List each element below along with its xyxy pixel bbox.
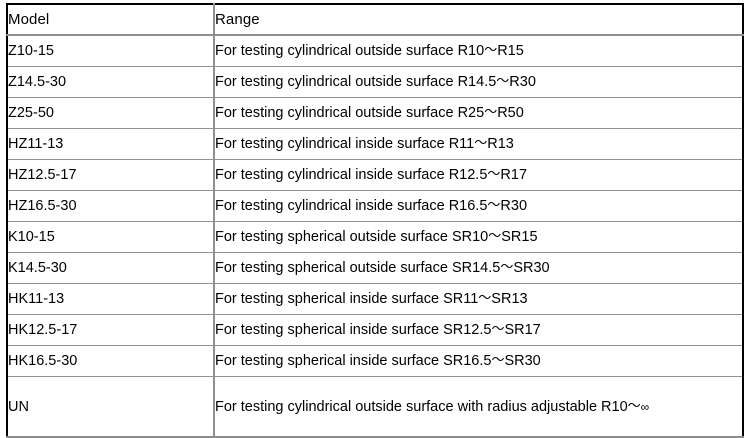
cell-range: For testing cylindrical outside surface … xyxy=(213,376,743,437)
column-header-range: Range xyxy=(213,4,743,36)
wave-dash-symbol: 〜 xyxy=(487,197,501,212)
table-row: HZ11-13 For testing cylindrical inside su… xyxy=(7,128,743,160)
table-row: HK11-13 For testing spherical inside surf… xyxy=(7,283,743,315)
cell-model: K10-15 xyxy=(7,221,214,253)
cell-range: For testing cylindrical inside surface R… xyxy=(213,128,743,160)
cell-model: HZ11-13 xyxy=(7,128,214,160)
cell-range: For testing spherical inside surface SR1… xyxy=(213,314,743,346)
wave-dash-symbol: 〜 xyxy=(491,321,505,336)
wave-dash-symbol: 〜 xyxy=(484,104,498,119)
cell-model: HK12.5-17 xyxy=(7,314,214,346)
cell-model: HZ12.5-17 xyxy=(7,159,214,191)
column-header-model: Model xyxy=(7,4,214,36)
wave-dash-symbol: 〜 xyxy=(474,135,488,150)
table-row: Z10-15 For testing cylindrical outside su… xyxy=(7,35,743,67)
cell-model: UN xyxy=(7,376,214,437)
wave-dash-symbol: 〜 xyxy=(500,259,514,274)
table-row: HZ16.5-30 For testing cylindrical inside … xyxy=(7,190,743,222)
cell-range: For testing spherical inside surface SR1… xyxy=(213,283,743,315)
table-row: K10-15 For testing spherical outside surf… xyxy=(7,221,743,253)
table-row: Z14.5-30 For testing cylindrical outside … xyxy=(7,66,743,98)
table-row: Z25-50 For testing cylindrical outside su… xyxy=(7,97,743,129)
cell-range: For testing spherical outside surface SR… xyxy=(213,252,743,284)
cell-model: HK16.5-30 xyxy=(7,345,214,377)
cell-range: For testing cylindrical outside surface … xyxy=(213,66,743,98)
model-range-specification-table: Model Range Z10-15 For testing cylindrica… xyxy=(6,3,744,438)
table-row: K14.5-30 For testing spherical outside su… xyxy=(7,252,743,284)
table-row: HK12.5-17 For testing spherical inside su… xyxy=(7,314,743,346)
cell-model: HK11-13 xyxy=(7,283,214,315)
table-row: HZ12.5-17 For testing cylindrical inside … xyxy=(7,159,743,191)
cell-model: Z25-50 xyxy=(7,97,214,129)
table-row: HK16.5-30 For testing spherical inside su… xyxy=(7,345,743,377)
table-row: UN For testing cylindrical outside surfac… xyxy=(7,376,743,437)
cell-range: For testing cylindrical inside surface R… xyxy=(213,159,743,191)
wave-dash-symbol: 〜 xyxy=(491,352,505,367)
cell-range: For testing spherical inside surface SR1… xyxy=(213,345,743,377)
table-header: Model Range xyxy=(7,4,743,36)
wave-dash-symbol: 〜 xyxy=(484,42,498,57)
cell-range: For testing cylindrical outside surface … xyxy=(213,97,743,129)
wave-dash-symbol: 〜 xyxy=(478,290,492,305)
cell-model: HZ16.5-30 xyxy=(7,190,214,222)
wave-dash-symbol: 〜 xyxy=(488,228,502,243)
cell-range: For testing cylindrical inside surface R… xyxy=(213,190,743,222)
cell-range: For testing cylindrical outside surface … xyxy=(213,35,743,67)
wave-dash-symbol: 〜 xyxy=(627,397,641,413)
table-body: Z10-15 For testing cylindrical outside su… xyxy=(7,35,743,437)
infinity-symbol: ∞ xyxy=(640,399,650,414)
cell-range: For testing spherical outside surface SR… xyxy=(213,221,743,253)
wave-dash-symbol: 〜 xyxy=(487,166,501,181)
cell-model: K14.5-30 xyxy=(7,252,214,284)
cell-model: Z14.5-30 xyxy=(7,66,214,98)
cell-model: Z10-15 xyxy=(7,35,214,67)
table-header-row: Model Range xyxy=(7,4,743,36)
wave-dash-symbol: 〜 xyxy=(496,73,510,88)
